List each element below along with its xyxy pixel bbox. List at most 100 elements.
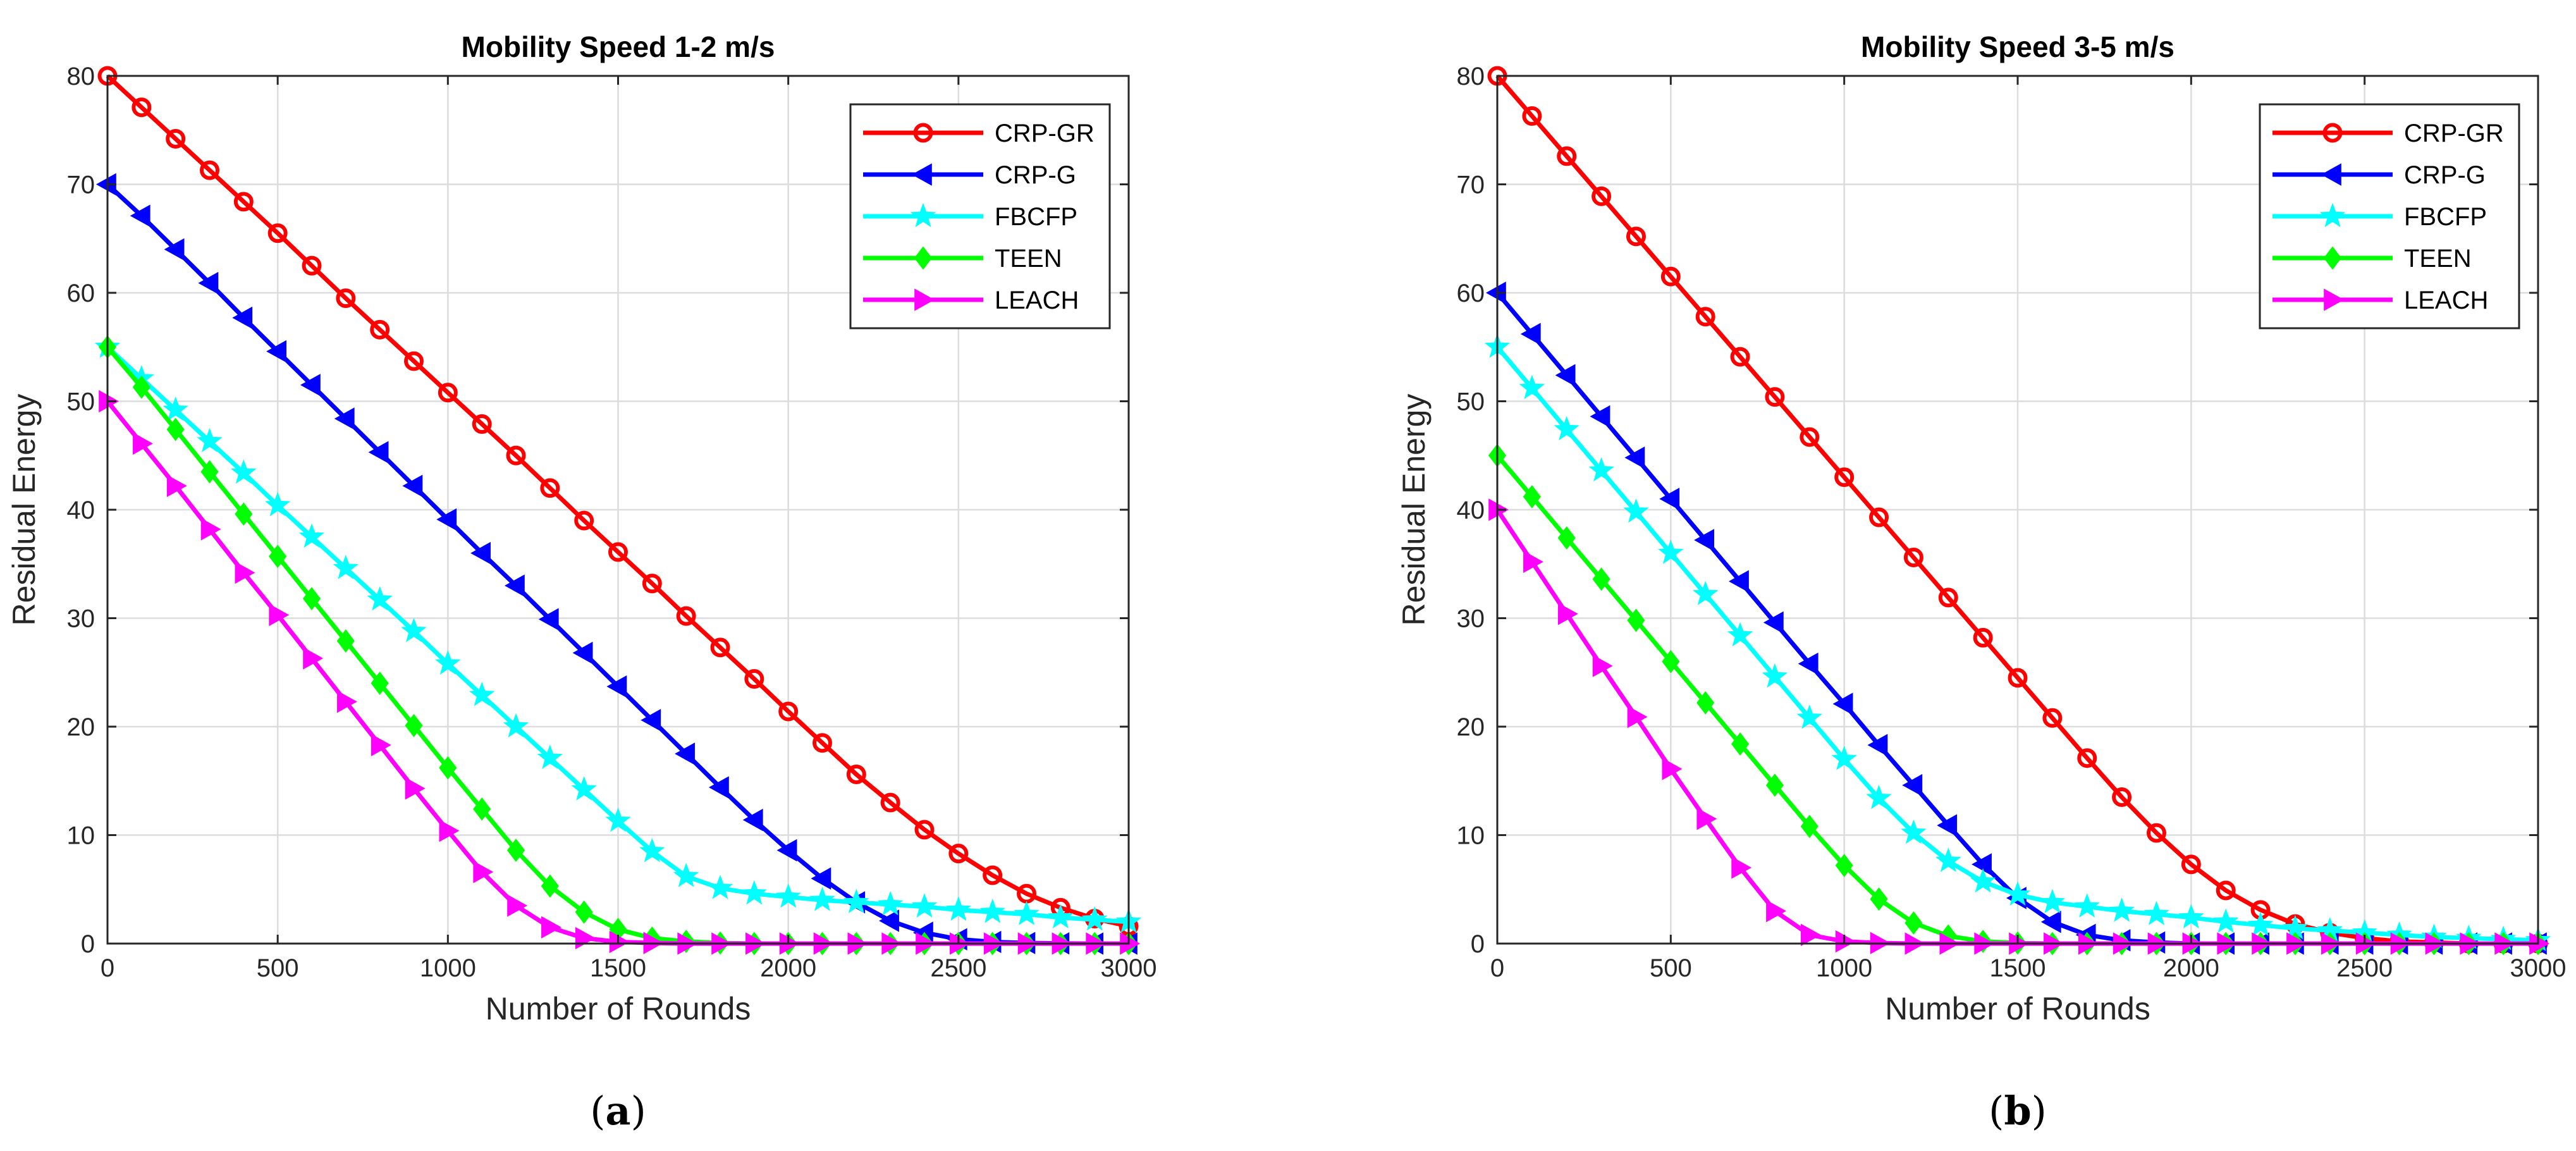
data-point-fbcfp	[537, 744, 563, 769]
x-tick-label: 2500	[930, 954, 986, 982]
data-point-fbcfp	[1866, 784, 1892, 809]
data-point-crp-g	[1832, 692, 1853, 715]
data-point-crp-gr	[1557, 146, 1577, 166]
x-tick-label: 0	[1490, 954, 1504, 982]
legend-label-teen: TEEN	[995, 245, 1062, 273]
data-point-fbcfp	[639, 837, 665, 863]
data-point-crp-g	[368, 441, 389, 464]
x-tick-label: 3000	[2510, 954, 2567, 982]
data-point-fbcfp	[1796, 705, 1823, 729]
y-tick-label: 0	[81, 930, 95, 958]
data-point-teen	[1523, 484, 1541, 508]
data-point-teen	[506, 839, 525, 862]
data-point-fbcfp	[2247, 911, 2274, 937]
legend-marker-leach	[914, 288, 935, 311]
data-point-fbcfp	[2144, 901, 2169, 925]
data-point-crp-g	[164, 238, 185, 261]
data-point-fbcfp	[1692, 581, 1719, 606]
data-point-fbcfp	[298, 523, 325, 548]
data-point-fbcfp	[197, 428, 223, 453]
data-point-crp-gr	[472, 414, 492, 434]
data-point-teen	[132, 375, 150, 399]
data-point-crp-gr	[166, 128, 186, 149]
data-point-fbcfp	[264, 491, 291, 517]
data-point-fbcfp	[503, 713, 529, 738]
x-axis-label: Number of Rounds	[486, 991, 751, 1026]
data-point-crp-gr	[914, 820, 935, 840]
y-tick-label: 40	[1457, 496, 1485, 524]
data-point-teen	[541, 874, 559, 898]
legend-marker-crp-gr	[913, 123, 933, 143]
data-point-crp-gr	[370, 319, 390, 340]
data-point-crp-g	[1555, 364, 1576, 387]
caption-close: )	[2032, 1088, 2047, 1134]
data-point-fbcfp	[979, 899, 1005, 923]
data-point-fbcfp	[2178, 904, 2204, 929]
legend-label-leach: LEACH	[2404, 286, 2488, 314]
data-point-crp-gr	[540, 478, 560, 498]
data-point-leach	[541, 916, 561, 939]
legend-label-fbcfp: FBCFP	[2404, 203, 2487, 231]
data-point-crp-gr	[404, 351, 424, 371]
x-tick-label: 3000	[1101, 954, 1157, 982]
data-point-teen	[166, 417, 185, 441]
data-point-crp-gr	[983, 865, 1003, 885]
y-tick-label: 70	[1457, 171, 1485, 199]
data-point-fbcfp	[1014, 901, 1040, 925]
data-point-fbcfp	[945, 896, 972, 921]
legend-marker-crp-g	[911, 163, 932, 186]
x-tick-label: 1000	[1816, 954, 1872, 982]
tick-labels: 0 500 1000 1500 2000 2500 3000 0 10 20 30 40 50 60 70 8…	[1457, 63, 2567, 982]
data-point-fbcfp	[1935, 847, 1961, 872]
legend-marker-crp-g	[2321, 163, 2341, 186]
data-point-teen	[235, 502, 253, 526]
legend-label-crp-gr: CRP-GR	[2404, 120, 2504, 147]
legend-label-crp-g: CRP-G	[2404, 161, 2486, 189]
data-point-crp-gr	[336, 288, 356, 309]
data-point-leach	[200, 518, 221, 541]
data-point-crp-gr	[880, 792, 900, 813]
data-point-crp-gr	[438, 383, 458, 403]
data-point-crp-gr	[1869, 507, 1889, 527]
data-point-fbcfp	[2004, 881, 2031, 906]
data-point-fbcfp	[605, 807, 631, 832]
data-point-crp-g	[606, 675, 627, 698]
data-point-crp-g	[130, 204, 150, 227]
x-tick-label: 2000	[2163, 954, 2219, 982]
data-point-leach	[269, 603, 290, 627]
data-point-teen	[439, 756, 457, 780]
y-tick-label: 20	[1457, 713, 1485, 741]
data-point-leach	[166, 474, 187, 497]
data-point-fbcfp	[1831, 746, 1857, 770]
chart-title: Mobility Speed 1-2 m/s	[462, 30, 775, 63]
data-point-fbcfp	[333, 555, 359, 579]
data-point-crp-g	[232, 306, 253, 329]
data-point-leach	[1801, 923, 1821, 946]
data-point-crp-g	[2040, 911, 2061, 933]
data-point-crp-g	[572, 641, 593, 665]
data-point-crp-g	[198, 271, 219, 295]
data-point-fbcfp	[1081, 906, 1108, 931]
data-point-crp-gr	[1938, 588, 1958, 608]
data-point-crp-g	[776, 839, 797, 862]
data-point-leach	[1835, 930, 1856, 953]
series-line-crp-gr	[106, 74, 1129, 929]
x-tick-label: 1000	[420, 954, 476, 982]
data-point-fbcfp	[1727, 622, 1753, 647]
data-point-teen	[473, 797, 491, 821]
data-point-fbcfp	[2039, 889, 2066, 914]
x-tick-label: 1500	[1990, 954, 2046, 982]
data-point-crp-gr	[2112, 787, 2132, 807]
data-point-crp-gr	[1626, 226, 1646, 247]
legend-marker-teen	[2323, 246, 2342, 270]
legend: CRP-GR CRP-G FBCFP TEEN LEACH	[849, 103, 1111, 329]
data-point-crp-gr	[710, 637, 730, 658]
data-point-crp-gr	[1730, 347, 1750, 367]
data-point-teen	[1557, 526, 1576, 550]
data-point-crp-gr	[1765, 387, 1785, 407]
data-point-crp-g	[1729, 570, 1749, 593]
data-point-teen	[405, 713, 423, 737]
data-point-fbcfp	[367, 586, 393, 611]
data-point-crp-g	[1694, 529, 1714, 551]
y-axis-label: Residual Energy	[1396, 394, 1432, 626]
